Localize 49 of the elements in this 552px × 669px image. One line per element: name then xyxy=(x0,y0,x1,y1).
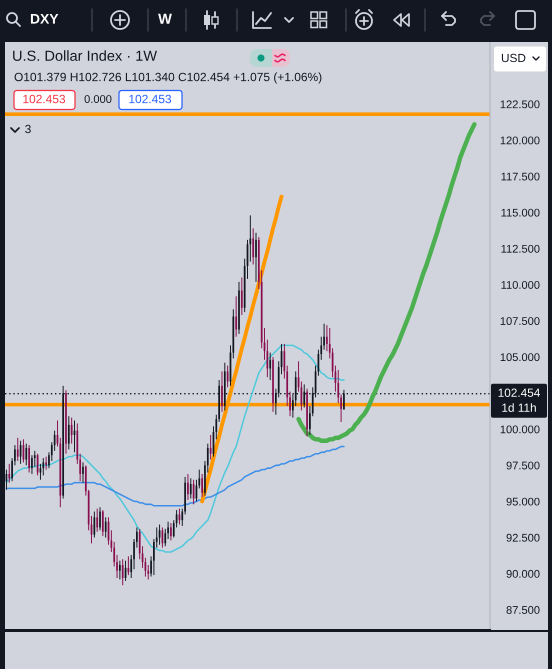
candlestick xyxy=(201,473,203,498)
y-tick-label: 97.500 xyxy=(506,462,540,470)
text: DXY xyxy=(30,14,58,24)
candlestick xyxy=(162,526,164,548)
text: W xyxy=(158,14,172,24)
y-tick-label: 117.500 xyxy=(502,172,540,180)
candlestick xyxy=(74,420,76,453)
text: 1d 11h xyxy=(502,403,536,412)
candlestick xyxy=(192,479,194,505)
candlestick xyxy=(45,456,48,470)
y-tick-label: 107.500 xyxy=(500,317,540,325)
y-tick-label: 112.500 xyxy=(502,244,540,253)
candlestick xyxy=(31,454,33,474)
annotation: 0.000 xyxy=(84,95,112,103)
y-tick-label: 100.000 xyxy=(500,425,540,434)
candlestick xyxy=(221,370,223,412)
y-tick-label: 105.000 xyxy=(500,353,540,362)
y-tick-label: 90.000 xyxy=(506,570,540,578)
text: USD xyxy=(502,54,526,62)
y-tick-label: 92.500 xyxy=(506,534,540,542)
candlestick xyxy=(82,462,84,484)
chart-title: U.S. Dollar Index · 1W xyxy=(13,50,158,61)
y-tick-label: 87.500 xyxy=(506,606,540,614)
annotation: 102.453 xyxy=(23,94,66,104)
candlestick xyxy=(28,444,30,474)
candlestick xyxy=(36,453,38,476)
ref-line-label: 102.454 xyxy=(498,388,540,397)
annotation: 102.453 xyxy=(129,94,172,104)
candlestick xyxy=(128,556,130,576)
y-tick-label: 95.000 xyxy=(506,498,540,506)
annotation: 3 xyxy=(25,124,31,134)
candlestick xyxy=(187,473,189,500)
candlestick xyxy=(255,232,257,282)
candlestick xyxy=(8,463,10,484)
y-tick-label: 120.000 xyxy=(500,136,540,144)
line-series xyxy=(6,446,345,507)
line-series xyxy=(296,122,477,443)
candlestick xyxy=(20,440,22,464)
text: O101.379 H102.726 L101.340 C102.454 +1.075 (+1.06%) xyxy=(14,72,322,84)
candlestick xyxy=(124,560,126,582)
candlestick xyxy=(210,434,212,460)
candlestick xyxy=(22,438,24,463)
y-tick-label: 110.000 xyxy=(502,280,540,289)
y-tick-label: 115.000 xyxy=(502,208,540,217)
candlestick xyxy=(99,506,101,531)
candlestick xyxy=(170,522,172,541)
y-tick-label: 122.500 xyxy=(500,100,540,108)
candlestick xyxy=(158,524,160,546)
candlestick xyxy=(178,508,180,526)
